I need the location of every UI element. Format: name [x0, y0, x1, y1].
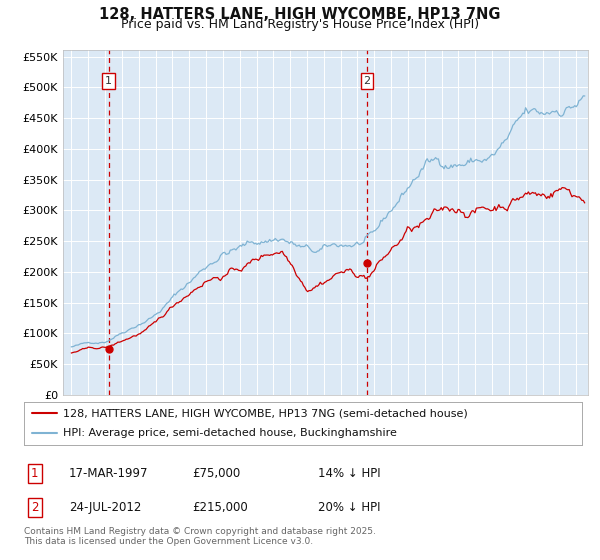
Text: £75,000: £75,000	[192, 466, 240, 480]
Text: £215,000: £215,000	[192, 501, 248, 515]
Text: 17-MAR-1997: 17-MAR-1997	[69, 466, 149, 480]
Text: 2: 2	[31, 501, 38, 515]
Text: 14% ↓ HPI: 14% ↓ HPI	[318, 466, 380, 480]
Text: 128, HATTERS LANE, HIGH WYCOMBE, HP13 7NG: 128, HATTERS LANE, HIGH WYCOMBE, HP13 7N…	[99, 7, 501, 22]
Text: 24-JUL-2012: 24-JUL-2012	[69, 501, 142, 515]
Text: HPI: Average price, semi-detached house, Buckinghamshire: HPI: Average price, semi-detached house,…	[63, 428, 397, 438]
Text: 20% ↓ HPI: 20% ↓ HPI	[318, 501, 380, 515]
Text: 1: 1	[31, 466, 38, 480]
Text: 1: 1	[105, 76, 112, 86]
Text: 2: 2	[364, 76, 370, 86]
Text: Contains HM Land Registry data © Crown copyright and database right 2025.
This d: Contains HM Land Registry data © Crown c…	[24, 526, 376, 546]
Text: 128, HATTERS LANE, HIGH WYCOMBE, HP13 7NG (semi-detached house): 128, HATTERS LANE, HIGH WYCOMBE, HP13 7N…	[63, 408, 468, 418]
Text: Price paid vs. HM Land Registry's House Price Index (HPI): Price paid vs. HM Land Registry's House …	[121, 18, 479, 31]
